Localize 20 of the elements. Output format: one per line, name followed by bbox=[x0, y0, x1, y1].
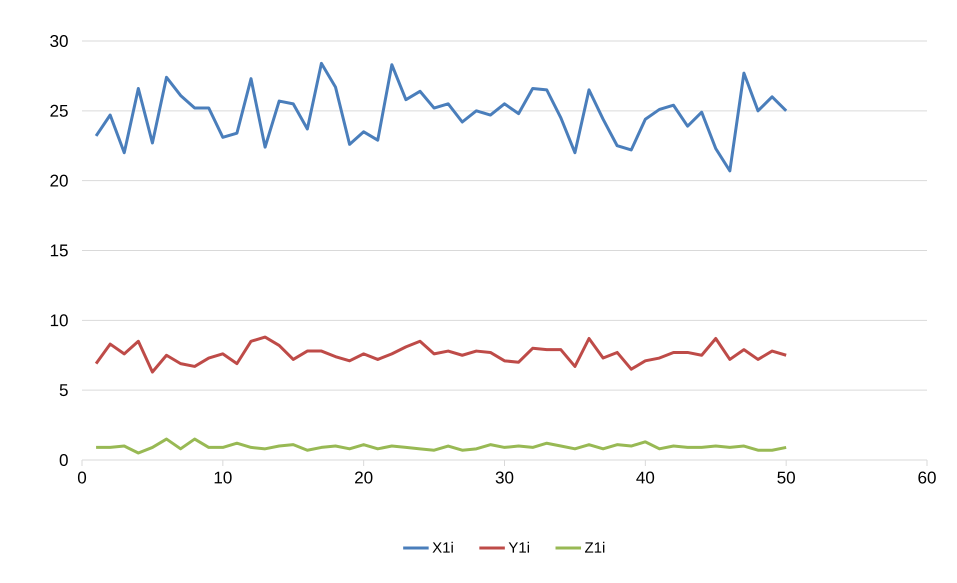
y-tick-label: 20 bbox=[50, 174, 68, 187]
line-series bbox=[94, 62, 788, 172]
y-tick-label: 15 bbox=[50, 244, 68, 256]
x-tick-label: 20 bbox=[355, 472, 372, 484]
y-tick-label: 25 bbox=[50, 104, 68, 117]
line-series bbox=[94, 336, 788, 374]
y-tick-label: 0 bbox=[60, 454, 68, 466]
legend-label: X1i bbox=[432, 542, 453, 553]
y-tick-label: 10 bbox=[50, 314, 68, 326]
x-tick-label: 0 bbox=[78, 472, 86, 484]
x-tick-label: 10 bbox=[214, 472, 232, 484]
x-tick-label: 50 bbox=[777, 472, 795, 484]
x-tick-label: 40 bbox=[636, 472, 654, 484]
y-tick-label: 30 bbox=[50, 34, 68, 48]
legend-label: Z1i bbox=[584, 542, 604, 553]
x-tick-label: 60 bbox=[918, 472, 936, 484]
legend-label: Y1i bbox=[508, 542, 530, 553]
y-tick-label: 5 bbox=[60, 384, 68, 396]
line-series bbox=[94, 438, 788, 455]
x-tick-label: 30 bbox=[496, 472, 514, 484]
